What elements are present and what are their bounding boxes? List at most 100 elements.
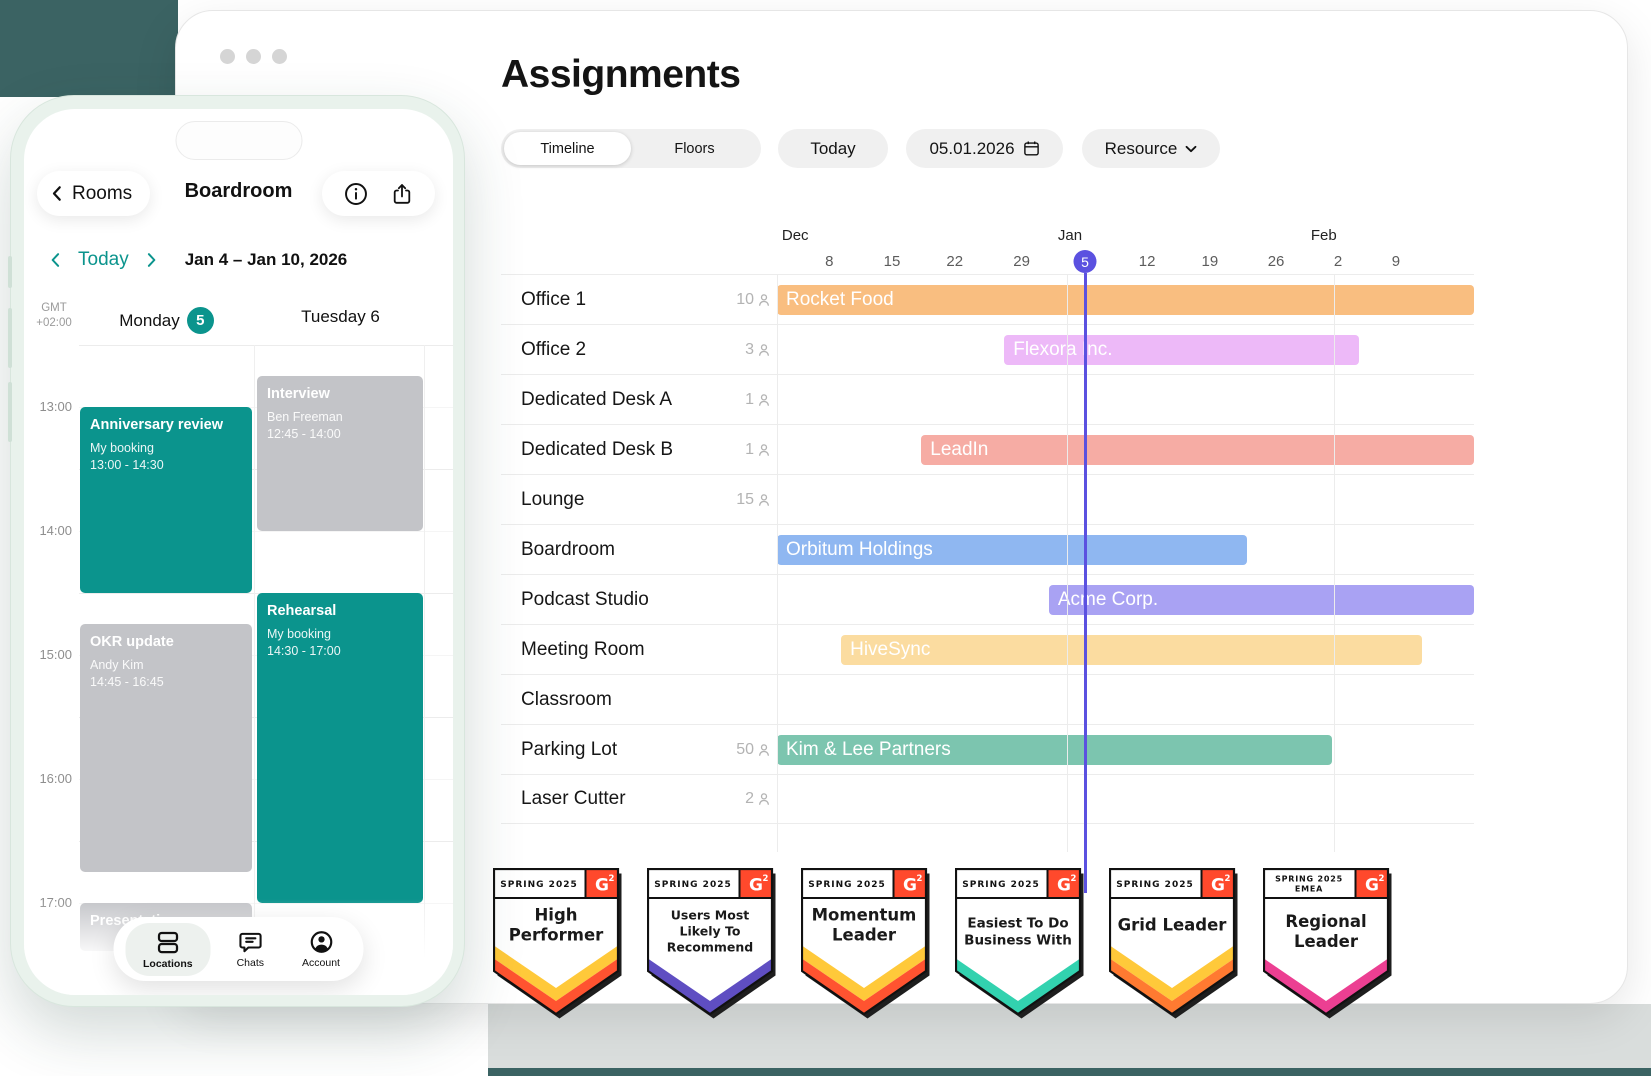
timeline-cell[interactable] (777, 675, 1474, 724)
resource-dropdown[interactable]: Resource (1082, 129, 1220, 168)
resource-row: Lounge 15 (501, 474, 1474, 524)
booking-bar[interactable]: HiveSync (841, 635, 1422, 665)
person-icon (757, 743, 771, 757)
svg-text:Business With: Business With (964, 933, 1072, 949)
timeline-month-label: Jan (1057, 227, 1083, 244)
resource-name: Meeting Room (521, 638, 645, 660)
tab-locations[interactable]: Locations (125, 922, 211, 976)
timeline-cell[interactable]: Kim & Lee Partners (777, 725, 1474, 774)
date-picker[interactable]: 05.01.2026 (906, 129, 1063, 168)
svg-text:High: High (534, 906, 577, 925)
timeline-date-ticks: 8 15 22 29 5 12 19 26 2 9 (777, 250, 1474, 275)
calendar-event[interactable]: Interview Ben Freeman 12:45 - 14:00 (257, 376, 423, 531)
calendar-event[interactable]: OKR update Andy Kim 14:45 - 16:45 (80, 624, 252, 872)
capacity-value: 3 (745, 340, 754, 358)
event-time: 12:45 - 14:00 (267, 427, 341, 442)
svg-text:2: 2 (609, 874, 615, 884)
today-button[interactable]: Today (778, 129, 888, 168)
timeline-cell[interactable]: Orbitum Holdings (777, 525, 1474, 574)
calendar-event[interactable]: Rehearsal My booking 14:30 - 17:00 (257, 593, 423, 903)
booking-bar[interactable]: Orbitum Holdings (777, 535, 1247, 565)
timeline-cell[interactable] (777, 475, 1474, 524)
svg-text:SPRING 2025: SPRING 2025 (962, 880, 1039, 890)
booking-bar[interactable]: Kim & Lee Partners (777, 735, 1332, 765)
date-tick: 9 (1391, 253, 1401, 270)
time-label: 15:00 (39, 647, 72, 662)
timeline-cell[interactable]: HiveSync (777, 625, 1474, 674)
booking-bar[interactable]: Rocket Food (777, 285, 1474, 315)
resource-name: Classroom (521, 688, 612, 710)
svg-text:G: G (1057, 876, 1071, 896)
resource-name: Dedicated Desk B (521, 438, 674, 460)
person-icon (757, 393, 771, 407)
svg-text:G: G (749, 876, 763, 896)
timeline-cell[interactable]: Rocket Food (777, 275, 1474, 324)
day-header-monday: Monday 5 (79, 307, 254, 334)
timeline-cell[interactable]: Acme Corp. (777, 575, 1474, 624)
timeline-cell[interactable]: Flexora Inc. (777, 325, 1474, 374)
event-title: OKR update (90, 634, 174, 650)
timeline-cell[interactable] (777, 775, 1474, 823)
resource-row: Office 1 10 Rocket Food (501, 274, 1474, 324)
event-title: Rehearsal (267, 603, 337, 619)
tab-floors[interactable]: Floors (674, 140, 715, 157)
column-divider (424, 345, 425, 965)
g2-badge: G 2 SPRING 2025 Easiest To Do Business With (954, 867, 1086, 1030)
phone-screen: Rooms Boardroom (24, 109, 453, 995)
calendar-icon (1023, 140, 1040, 157)
svg-text:SPRING 2025: SPRING 2025 (654, 880, 731, 890)
share-icon[interactable] (390, 182, 414, 206)
g2-badge: G 2 SPRING 2025 EMEA Regional Leader (1262, 867, 1394, 1030)
info-icon[interactable] (343, 181, 369, 207)
locations-icon (154, 929, 181, 956)
next-week-icon[interactable] (141, 250, 161, 270)
view-toggle: Timeline Floors (501, 129, 761, 168)
week-navigator: Today Jan 4 – Jan 10, 2026 (46, 249, 347, 271)
resource-dropdown-label: Resource (1104, 138, 1178, 158)
g2-badges-row: G 2 SPRING 2025 High Performer G 2 SPRING 2025 U… (492, 867, 1394, 1030)
phone-today-button[interactable]: Today (78, 249, 129, 270)
back-button[interactable]: Rooms (37, 171, 151, 216)
resource-capacity: 1 (701, 425, 777, 474)
prev-week-icon[interactable] (46, 250, 66, 270)
date-value: 05.01.2026 (929, 138, 1015, 158)
calendar-event[interactable]: Anniversary review My booking 13:00 - 14:3… (80, 407, 252, 593)
resource-name: Dedicated Desk A (521, 388, 673, 410)
timezone-label: GMT +02:00 (36, 302, 72, 329)
window-control-dot[interactable] (220, 49, 235, 64)
resource-name: Podcast Studio (521, 588, 649, 610)
svg-text:2: 2 (1071, 874, 1077, 884)
background-teal-accent (0, 0, 178, 97)
background-gray-strip (488, 1004, 1651, 1068)
column-divider (253, 345, 255, 965)
svg-text:2: 2 (1379, 874, 1385, 884)
svg-text:Recommend: Recommend (667, 940, 753, 955)
person-icon (757, 443, 771, 457)
booking-bar[interactable]: Flexora Inc. (1004, 335, 1359, 365)
tab-account[interactable]: Account (290, 923, 352, 975)
timeline-cell[interactable]: LeadIn (777, 425, 1474, 474)
chevron-down-icon (1185, 145, 1197, 153)
person-icon (757, 493, 771, 507)
tab-chats[interactable]: Chats (225, 923, 276, 975)
booking-bar[interactable]: Acme Corp. (1048, 585, 1474, 615)
resource-row: Dedicated Desk A 1 (501, 374, 1474, 424)
svg-text:Regional: Regional (1285, 912, 1366, 931)
room-title: Boardroom (184, 180, 293, 202)
dynamic-island (175, 121, 302, 160)
svg-text:Likely To: Likely To (680, 924, 741, 939)
svg-text:SPRING 2025: SPRING 2025 (808, 880, 885, 890)
svg-text:Leader: Leader (832, 926, 897, 945)
window-control-dot[interactable] (272, 49, 287, 64)
window-controls (220, 49, 287, 64)
window-control-dot[interactable] (246, 49, 261, 64)
tab-timeline[interactable]: Timeline (504, 132, 631, 165)
timeline-cell[interactable] (777, 375, 1474, 424)
date-tick: 29 (1013, 253, 1030, 270)
booking-bar[interactable]: LeadIn (921, 435, 1474, 465)
svg-text:Performer: Performer (509, 926, 604, 945)
